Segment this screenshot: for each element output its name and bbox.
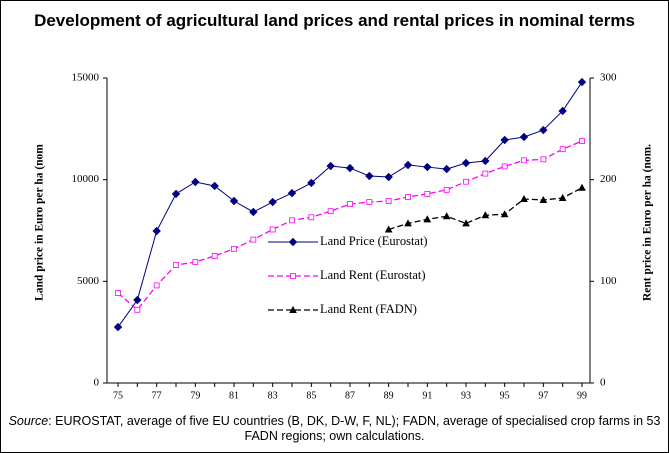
y-axis-label: Land price in Euro per ha (nom [34,144,46,301]
chart-title: Development of agricultural land prices … [34,11,635,30]
x-tick-label: 89 [384,390,394,401]
x-tick-label: 79 [190,390,200,401]
data-point [482,170,489,177]
data-point [115,290,121,296]
legend-label: Land Rent (Eurostat) [320,268,426,282]
y-tick-label: 5000 [77,275,100,287]
data-point [327,208,334,215]
legend-marker [288,237,298,247]
data-point [500,135,509,145]
data-point [287,188,297,198]
x-tick-label: 87 [345,390,355,401]
y2-tick-label: 100 [600,275,617,287]
data-point [462,219,470,227]
data-point [210,181,219,191]
data-point [152,226,161,236]
data-point [443,186,450,193]
data-point [173,262,179,268]
data-point [366,199,373,205]
data-point [153,282,160,289]
data-point [577,77,587,87]
data-point [519,132,529,142]
data-point [385,198,392,204]
data-point [192,259,199,265]
data-point [520,194,528,202]
data-point [539,125,548,135]
data-point [442,164,451,174]
data-point [113,322,123,332]
x-tick-label: 99 [577,390,587,401]
data-point [423,162,432,172]
data-point [191,177,200,187]
data-point [171,189,181,199]
data-point [250,236,257,243]
x-tick-label: 93 [461,390,471,401]
x-tick-label: 95 [500,390,510,401]
data-point [384,225,393,233]
data-point [308,214,315,221]
data-point [269,226,276,233]
data-point [559,146,566,153]
data-point [579,138,585,144]
data-point [463,178,469,185]
data-point [133,295,142,305]
x-tick-label: 81 [229,390,239,401]
data-point [423,215,432,223]
data-point [501,163,508,170]
data-point [289,217,295,224]
y-tick-label: 15000 [72,72,100,84]
data-point [345,163,355,173]
y-tick-label: 10000 [72,173,100,185]
data-point [403,160,413,170]
x-tick-label: 83 [268,390,278,401]
x-tick-label: 77 [152,390,162,401]
data-point [134,306,141,313]
series-line [388,187,583,231]
data-point [211,253,218,259]
y2-axis-label: Rent price in Euro per ha (nom. [642,144,654,301]
y2-tick-label: 200 [600,173,617,185]
data-point [481,211,490,219]
data-point [229,196,239,206]
data-point [268,197,277,207]
data-point [481,156,490,166]
data-point [231,245,237,252]
data-point [384,172,393,182]
data-point [558,193,567,201]
source-note: Source: EUROSTAT, average of five EU cou… [8,414,661,444]
data-point [521,157,527,164]
data-point [365,171,374,181]
legend-label: Land Price (Eurostat) [320,234,428,248]
data-point [249,207,258,217]
data-point [442,212,451,220]
data-point [404,219,412,227]
data-point [540,156,547,163]
data-point [558,106,567,116]
data-point [326,161,335,171]
data-point [578,183,586,191]
data-point [500,210,509,218]
legend-label: Land Rent (FADN) [320,302,417,316]
x-tick-label: 97 [538,390,548,401]
source-text: : EUROSTAT, average of five EU countries… [48,414,661,443]
data-point [539,195,548,203]
x-tick-label: 75 [113,390,123,401]
data-point [307,178,316,188]
y2-tick-label: 300 [600,72,617,84]
y2-tick-label: 0 [600,377,606,389]
data-point [461,158,471,168]
data-point [347,201,353,207]
source-label: Source [8,414,49,428]
y-tick-label: 0 [94,377,100,389]
data-point [405,194,411,200]
x-tick-label: 85 [306,390,316,401]
data-point [424,190,431,197]
legend-marker [290,273,296,279]
x-tick-label: 91 [422,390,432,401]
legend-marker [289,305,297,313]
